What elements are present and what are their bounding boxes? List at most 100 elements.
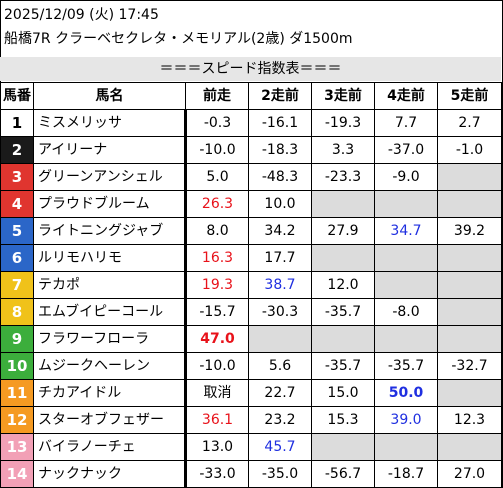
speed-index-cell: -48.3: [248, 163, 312, 191]
speed-index-cell: -30.3: [248, 298, 312, 326]
speed-index-cell: 3.3: [311, 136, 375, 164]
table-row: 12 スターオブフェザー 36.1 23.2 15.3 39.0 12.3: [0, 406, 502, 434]
horse-name-cell: フラワーフローラ: [33, 325, 187, 353]
horse-name-cell: バイラノーチェ: [33, 433, 187, 461]
speed-index-cell: 17.7: [248, 244, 312, 272]
speed-index-cell: 39.2: [437, 217, 502, 245]
col-header-name: 馬名: [33, 82, 186, 110]
speed-index-cell: 27.9: [311, 217, 375, 245]
horse-name-cell: アイリーナ: [33, 136, 187, 164]
speed-index-cell: 27.0: [437, 460, 502, 488]
speed-index-cell: 16.3: [185, 244, 249, 272]
horse-number-cell: 3: [0, 163, 34, 191]
speed-index-cell: 36.1: [185, 406, 249, 434]
speed-index-cell: [374, 271, 438, 299]
table-row: 2 アイリーナ -10.0 -18.3 3.3 -37.0 -1.0: [0, 136, 502, 164]
speed-index-cell: 19.3: [185, 271, 249, 299]
speed-index-cell: [374, 244, 438, 272]
table-row: 4 プラウドブルーム 26.3 10.0: [0, 190, 502, 218]
horse-number-cell: 14: [0, 460, 34, 488]
col-header-last: 前走: [185, 82, 249, 110]
speed-index-cell: 34.7: [374, 217, 438, 245]
horse-number-cell: 1: [0, 109, 34, 137]
speed-index-cell: 13.0: [185, 433, 249, 461]
horse-name-cell: ライトニングジャブ: [33, 217, 187, 245]
speed-index-cell: -37.0: [374, 136, 438, 164]
horse-number-cell: 9: [0, 325, 34, 353]
speed-index-cell: -56.7: [311, 460, 375, 488]
table-row: 10 ムジークヘーレン -10.0 5.6 -35.7 -35.7 -32.7: [0, 352, 502, 380]
speed-index-cell: -10.0: [185, 352, 249, 380]
horse-name-cell: エムブイピーコール: [33, 298, 187, 326]
speed-index-cell: 50.0: [374, 379, 438, 407]
speed-index-cell: [311, 244, 375, 272]
horse-number-cell: 13: [0, 433, 34, 461]
col-header-3back: 3走前: [311, 82, 375, 110]
speed-index-cell: [437, 271, 502, 299]
speed-index-cell: -19.3: [311, 109, 375, 137]
speed-index-cell: [248, 325, 312, 353]
col-header-5back: 5走前: [437, 82, 502, 110]
speed-index-cell: [437, 244, 502, 272]
horse-number-cell: 4: [0, 190, 34, 218]
speed-index-cell: 5.6: [248, 352, 312, 380]
speed-index-cell: 23.2: [248, 406, 312, 434]
horse-number-cell: 12: [0, 406, 34, 434]
speed-index-cell: -0.3: [185, 109, 249, 137]
speed-index-cell: -35.0: [248, 460, 312, 488]
speed-index-cell: -35.7: [374, 352, 438, 380]
horse-name-cell: チカアイドル: [33, 379, 187, 407]
horse-number-cell: 2: [0, 136, 34, 164]
horse-name-cell: グリーンアンシェル: [33, 163, 187, 191]
speed-index-cell: -8.0: [374, 298, 438, 326]
horse-name-cell: スターオブフェザー: [33, 406, 187, 434]
horse-number-cell: 5: [0, 217, 34, 245]
table-row: 1 ミスメリッサ -0.3 -16.1 -19.3 7.7 2.7: [0, 109, 502, 137]
speed-index-cell: -1.0: [437, 136, 502, 164]
speed-index-cell: 15.0: [311, 379, 375, 407]
race-datetime: 2025/12/09 (火) 17:45: [4, 7, 159, 23]
speed-index-cell: 10.0: [248, 190, 312, 218]
speed-index-cell: [311, 190, 375, 218]
speed-index-cell: 8.0: [185, 217, 249, 245]
speed-index-cell: 2.7: [437, 109, 502, 137]
speed-index-cell: -32.7: [437, 352, 502, 380]
speed-index-cell: [437, 190, 502, 218]
horse-number-cell: 7: [0, 271, 34, 299]
table-row: 13 バイラノーチェ 13.0 45.7: [0, 433, 502, 461]
speed-index-cell: -15.7: [185, 298, 249, 326]
speed-index-cell: [437, 433, 502, 461]
speed-index-cell: [437, 298, 502, 326]
speed-index-cell: 12.0: [311, 271, 375, 299]
speed-index-cell: 45.7: [248, 433, 312, 461]
table-row: 14 ナックナック -33.0 -35.0 -56.7 -18.7 27.0: [0, 460, 502, 488]
speed-index-cell: 15.3: [311, 406, 375, 434]
speed-index-cell: -33.0: [185, 460, 249, 488]
header-row: 馬番 馬名 前走 2走前 3走前 4走前 5走前: [0, 82, 502, 110]
horse-name-cell: テカポ: [33, 271, 187, 299]
horse-name-cell: プラウドブルーム: [33, 190, 187, 218]
table-row: 11 チカアイドル 取消 22.7 15.0 50.0: [0, 379, 502, 407]
horse-name-cell: ミスメリッサ: [33, 109, 187, 137]
speed-index-cell: 5.0: [185, 163, 249, 191]
table-row: 5 ライトニングジャブ 8.0 34.2 27.9 34.7 39.2: [0, 217, 502, 245]
speed-index-cell: [374, 325, 438, 353]
horse-name-cell: ムジークヘーレン: [33, 352, 187, 380]
table-row: 3 グリーンアンシェル 5.0 -48.3 -23.3 -9.0: [0, 163, 502, 191]
horse-name-cell: ナックナック: [33, 460, 187, 488]
speed-index-cell: -16.1: [248, 109, 312, 137]
race-title: 船橋7R クラーベセクレタ・メモリアル(2歳) ダ1500m: [4, 31, 353, 47]
speed-index-cell: [437, 163, 502, 191]
speed-index-cell: 22.7: [248, 379, 312, 407]
horse-number-cell: 6: [0, 244, 34, 272]
speed-index-cell: -18.3: [248, 136, 312, 164]
speed-index-cell: 26.3: [185, 190, 249, 218]
speed-index-table: 馬番 馬名 前走 2走前 3走前 4走前 5走前 1 ミスメリッサ -0.3 -16.…: [0, 82, 502, 488]
horse-number-cell: 8: [0, 298, 34, 326]
speed-index-cell: 7.7: [374, 109, 438, 137]
horse-name-cell: ルリモハリモ: [33, 244, 187, 272]
speed-index-cell: 取消: [185, 379, 249, 407]
speed-index-cell: 34.2: [248, 217, 312, 245]
speed-index-cell: 39.0: [374, 406, 438, 434]
horse-number-cell: 10: [0, 352, 34, 380]
